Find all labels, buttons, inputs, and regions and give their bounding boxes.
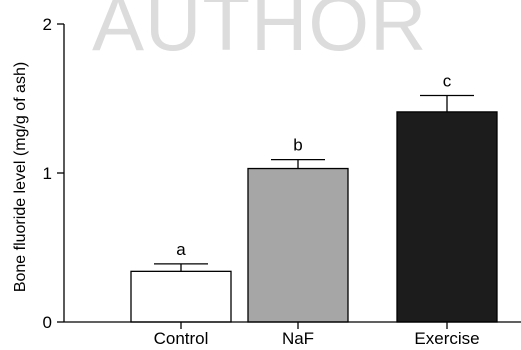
watermark-text: AUTHOR — [92, 0, 427, 67]
y-axis-title: Bone fluoride level (mg/g of ash) — [12, 62, 29, 292]
plot-area: a Control b NaF c Exercise 0 1 2 Bone fluoride le… — [12, 15, 521, 348]
bar-exercise — [396, 111, 498, 323]
bar-control — [130, 270, 232, 323]
bar-naf — [247, 167, 349, 323]
y-tick-label: 2 — [43, 15, 52, 34]
x-tick-label: NaF — [282, 329, 314, 348]
x-tick-label: Exercise — [414, 329, 479, 348]
y-tick-label: 0 — [43, 313, 52, 332]
significance-label: c — [443, 72, 452, 91]
y-tick-label: 1 — [43, 164, 52, 183]
x-tick-label: Control — [154, 329, 209, 348]
significance-label: a — [176, 240, 186, 259]
significance-label: b — [293, 136, 302, 155]
